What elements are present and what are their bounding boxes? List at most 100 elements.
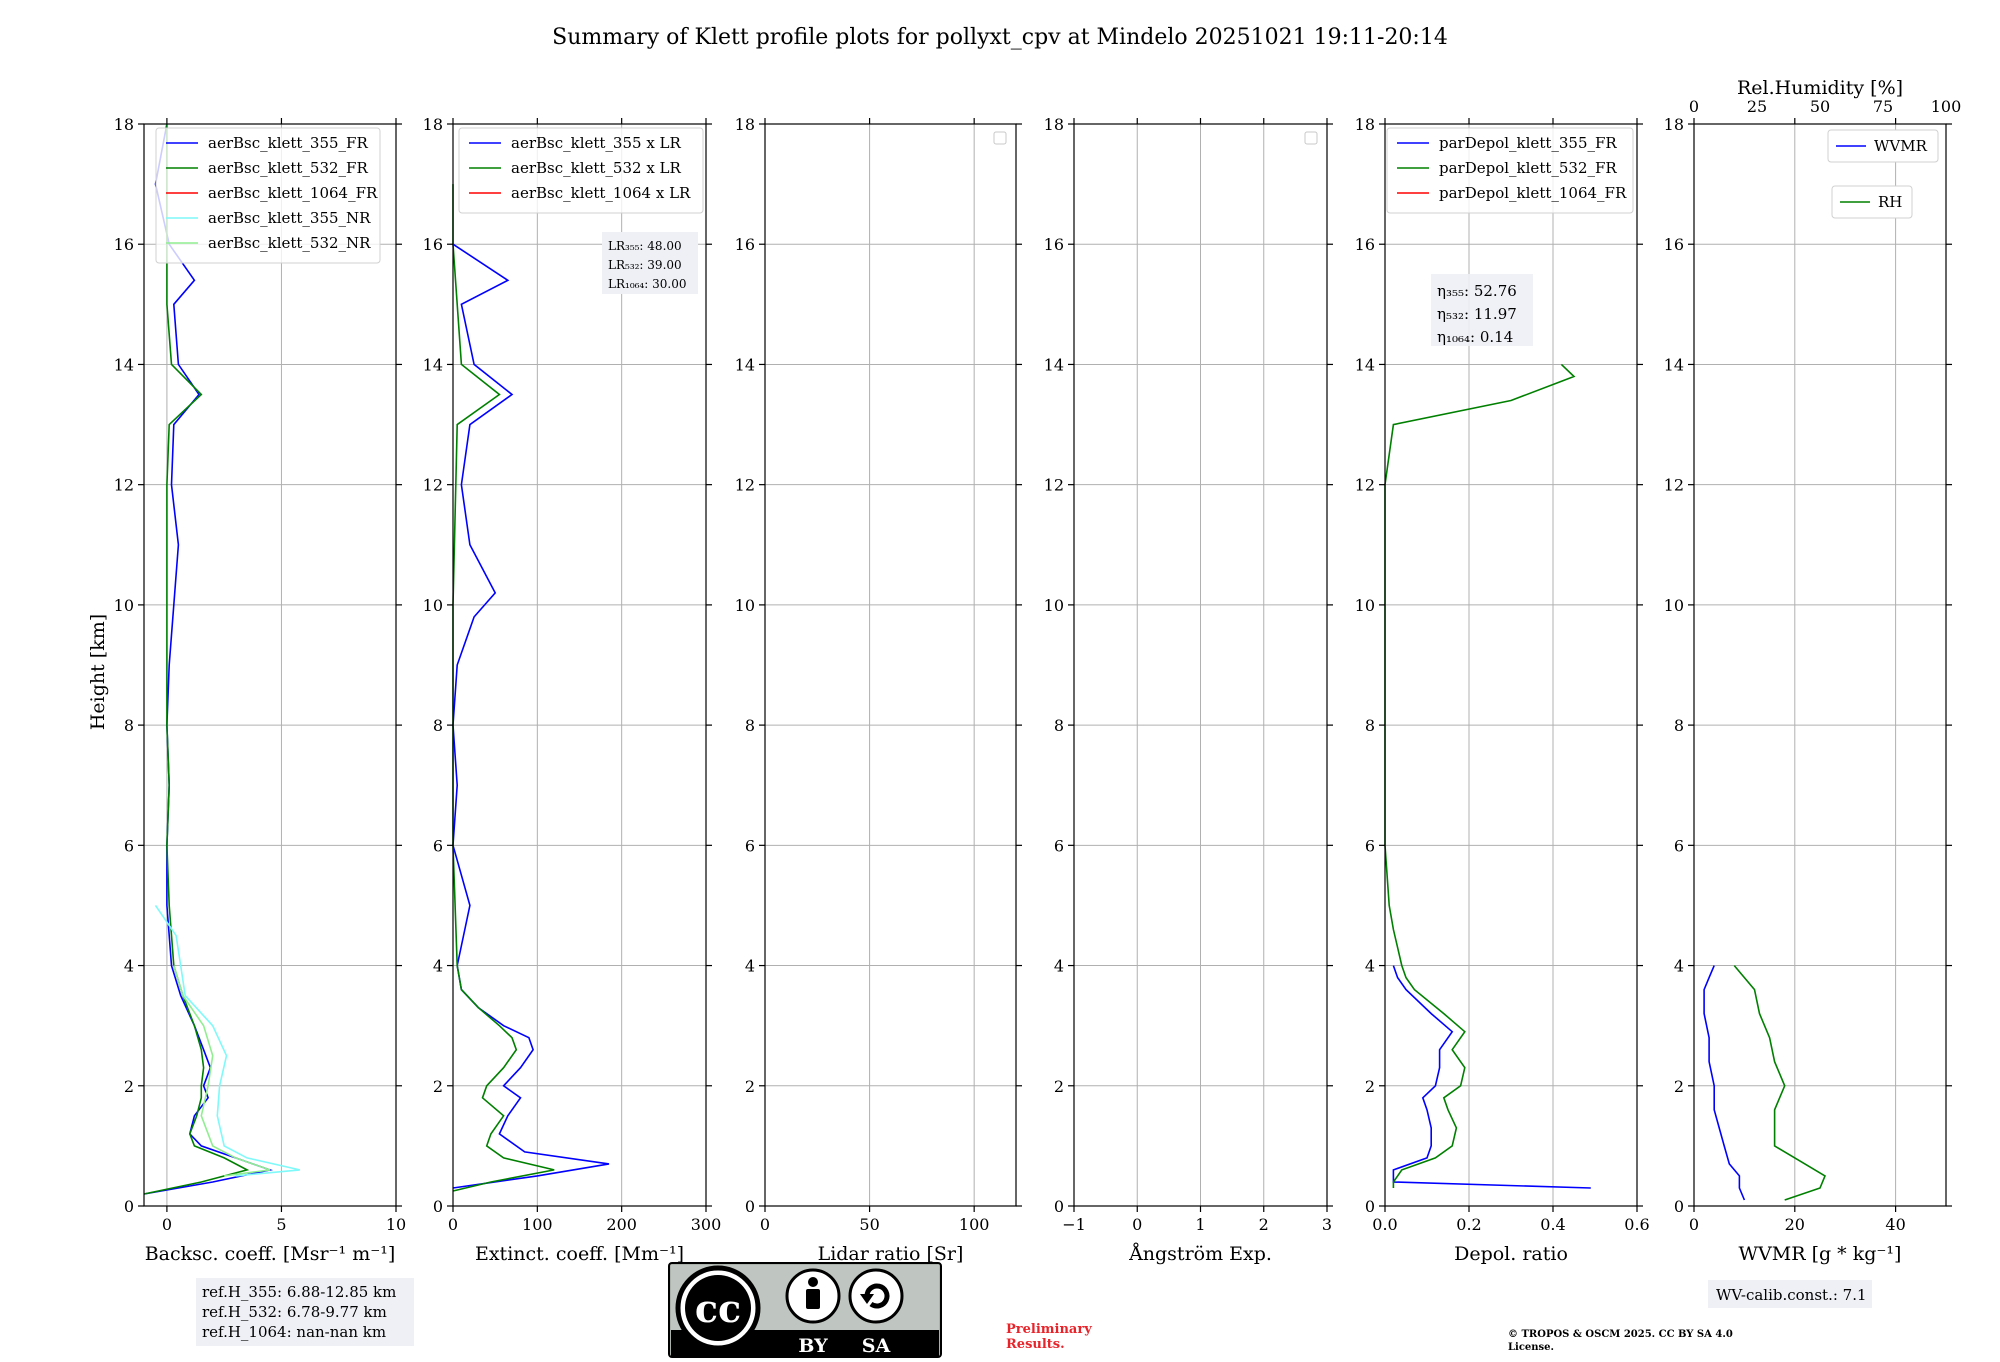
- legend-label: aerBsc_klett_355_NR: [208, 209, 371, 227]
- x-tick-label: 200: [606, 1215, 637, 1234]
- x-tick-label: 0: [760, 1215, 770, 1234]
- axes-frame: [1384, 123, 1638, 1207]
- y-tick-label: 6: [124, 836, 134, 855]
- y-tick-label: 8: [745, 716, 755, 735]
- axes-frame: [143, 123, 397, 1207]
- y-tick-label: 0: [1365, 1197, 1375, 1216]
- x-tick-label: 10: [386, 1215, 406, 1234]
- y-tick-label: 2: [433, 1077, 443, 1096]
- y-tick-label: 12: [1664, 476, 1684, 495]
- y-tick-label: 8: [1674, 716, 1684, 735]
- y-tick-label: 4: [1365, 957, 1375, 976]
- x-tick-label: 0.6: [1624, 1215, 1649, 1234]
- x-axis-label: Lidar ratio [Sr]: [818, 1243, 964, 1265]
- x-tick-label: 2: [1259, 1215, 1269, 1234]
- panel-2: 0 2 4 6 8 10 12 14 16 18 0 100 200 300 Extinct. coeff.…: [423, 115, 722, 1265]
- x-tick-label: 0.0: [1372, 1215, 1397, 1234]
- y-tick-label: 10: [1044, 596, 1064, 615]
- eta-label: η₃₅₅: 52.76: [1437, 282, 1517, 300]
- legend-label: aerBsc_klett_1064_FR: [208, 184, 378, 202]
- y-tick-label: 10: [1664, 596, 1684, 615]
- x-axis-label: Ångström Exp.: [1128, 1243, 1272, 1265]
- x-tick-label: 0.2: [1456, 1215, 1481, 1234]
- calib-box: [1708, 1280, 1872, 1308]
- panel-1: 0 2 4 6 8 10 12 14 16 18 0 5 10 Backsc. coeff. [Msr⁻¹…: [114, 115, 407, 1265]
- legend-box: [155, 127, 381, 264]
- panel-6: 0 2 4 6 8 10 12 14 16 18 0 20 40 WVMR [g * kg⁻¹] 0 25 50…: [1664, 77, 1962, 1308]
- legend-label: aerBsc_klett_532_FR: [208, 159, 368, 177]
- x-tick-label: 3: [1322, 1215, 1332, 1234]
- legend-label: parDepol_klett_355_FR: [1439, 134, 1617, 152]
- series-line-WVMR: [1703, 965, 1746, 1201]
- y-tick-label: 10: [735, 596, 755, 615]
- y-tick-label: 2: [1054, 1077, 1064, 1096]
- x-axis-label: Extinct. coeff. [Mm⁻¹]: [475, 1243, 684, 1265]
- y-tick-label: 14: [1664, 355, 1684, 374]
- copyright-note: © TROPOS & OSCM 2025. CC BY SA 4.0 Licen…: [1508, 1329, 1733, 1353]
- y-tick-label: 6: [1365, 836, 1375, 855]
- legend-label: aerBsc_klett_355_FR: [208, 134, 368, 152]
- series-line-aerBsc_klett_355_FR: [143, 123, 273, 1195]
- y-tick-label: 12: [735, 476, 755, 495]
- y-tick-label: 14: [114, 355, 134, 374]
- empty-legend-box: [1304, 131, 1318, 145]
- ref-heights-box: ref.H_355: 6.88-12.85 km ref.H_532: 6.78…: [196, 1278, 414, 1346]
- eta-box: [1431, 274, 1533, 346]
- y-tick-label: 12: [1355, 476, 1375, 495]
- x-tick-label: 1: [1195, 1215, 1205, 1234]
- lr-label: LR₁₀₆₄: 30.00: [608, 277, 686, 291]
- legend-label: aerBsc_klett_1064 x LR: [511, 184, 691, 202]
- x-tick-label: 0: [1689, 1215, 1699, 1234]
- y-tick-label: 16: [1044, 235, 1064, 254]
- ref-height-532: ref.H_532: 6.78-9.77 km: [202, 1303, 387, 1321]
- y-tick-label: 4: [433, 957, 443, 976]
- top-axis-label: Rel.Humidity [%]: [1737, 77, 1903, 99]
- series-line-aerBsc_klett_355 x LR: [452, 243, 610, 1189]
- y-tick-label: 8: [1365, 716, 1375, 735]
- y-tick-label: 16: [1664, 235, 1684, 254]
- top-x-tick-label: 25: [1747, 97, 1767, 116]
- axes-frame: [452, 123, 707, 1207]
- empty-legend-box: [993, 131, 1007, 145]
- y-tick-label: 10: [114, 596, 134, 615]
- by-label: BY: [798, 1335, 828, 1357]
- legend-box-wvmr: [1827, 129, 1939, 163]
- lr-label: LR₅₃₂: 39.00: [608, 258, 682, 272]
- y-tick-label: 18: [1044, 115, 1064, 134]
- figure-title: Summary of Klett profile plots for polly…: [552, 25, 1448, 50]
- series-line-parDepol_klett_355_FR: [1392, 965, 1591, 1189]
- preliminary-note: Preliminary Results.: [1006, 1322, 1092, 1352]
- y-tick-label: 18: [1664, 115, 1684, 134]
- top-x-tick-label: 100: [1931, 97, 1962, 116]
- y-tick-label: 0: [1054, 1197, 1064, 1216]
- y-tick-label: 4: [124, 957, 134, 976]
- top-x-tick-label: 75: [1873, 97, 1893, 116]
- y-tick-label: 0: [745, 1197, 755, 1216]
- y-tick-label: 0: [124, 1197, 134, 1216]
- legend-label: parDepol_klett_532_FR: [1439, 159, 1617, 177]
- y-tick-label: 12: [114, 476, 134, 495]
- y-tick-label: 4: [745, 957, 755, 976]
- y-tick-label: 16: [423, 235, 443, 254]
- legend-label: RH: [1878, 193, 1902, 211]
- legend-label: parDepol_klett_1064_FR: [1439, 184, 1627, 202]
- series-line-aerBsc_klett_355_NR: [154, 904, 300, 1177]
- ref-height-355: ref.H_355: 6.88-12.85 km: [202, 1283, 397, 1301]
- y-tick-label: 6: [745, 836, 755, 855]
- series-line-aerBsc_klett_532_FR: [143, 124, 250, 1195]
- y-tick-label: 6: [433, 836, 443, 855]
- x-tick-label: 0: [1132, 1215, 1142, 1234]
- y-tick-label: 6: [1054, 836, 1064, 855]
- x-axis-label: Backsc. coeff. [Msr⁻¹ m⁻¹]: [145, 1243, 396, 1265]
- legend-label: aerBsc_klett_532_NR: [208, 234, 371, 252]
- series-line-aerBsc_klett_532 x LR: [452, 184, 555, 1192]
- axes-frame: [1693, 123, 1947, 1207]
- y-tick-label: 4: [1674, 957, 1684, 976]
- y-tick-label: 16: [1355, 235, 1375, 254]
- share-alike-icon: [848, 1268, 904, 1324]
- cc-by-sa-badge: cc BY SA: [668, 1262, 942, 1358]
- x-tick-label: 5: [276, 1215, 286, 1234]
- series-line-parDepol_klett_532_FR: [1384, 363, 1576, 1188]
